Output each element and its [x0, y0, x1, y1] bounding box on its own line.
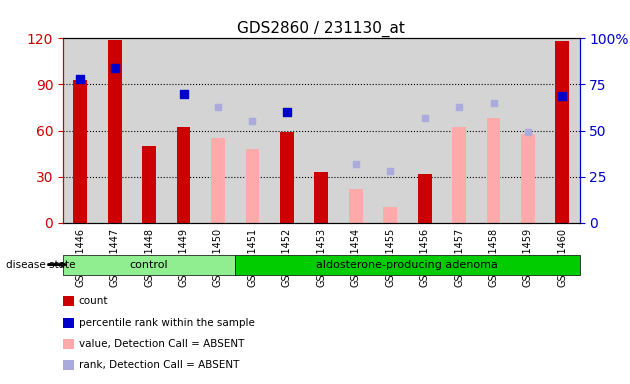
Text: value, Detection Call = ABSENT: value, Detection Call = ABSENT [79, 339, 244, 349]
Point [385, 168, 395, 174]
Point [351, 161, 361, 167]
Point [178, 91, 188, 97]
Point [248, 118, 258, 124]
Bar [142, 146, 156, 223]
Text: count: count [79, 296, 108, 306]
Bar [349, 189, 363, 223]
Bar [108, 40, 122, 223]
Bar [314, 177, 328, 223]
Point [282, 109, 292, 115]
Point [110, 65, 120, 71]
Bar [452, 127, 466, 223]
Title: GDS2860 / 231130_at: GDS2860 / 231130_at [238, 21, 405, 37]
Bar [556, 41, 570, 223]
Point [558, 93, 568, 99]
Text: aldosterone-producing adenoma: aldosterone-producing adenoma [316, 260, 498, 270]
Text: percentile rank within the sample: percentile rank within the sample [79, 318, 255, 328]
Bar [73, 80, 87, 223]
Bar [521, 134, 535, 223]
Point [213, 104, 223, 110]
Bar [383, 207, 397, 223]
Bar [176, 127, 190, 223]
Bar [314, 172, 328, 223]
Bar [211, 138, 225, 223]
Point [523, 129, 533, 136]
Bar [246, 149, 260, 223]
Point [488, 100, 498, 106]
Point [75, 76, 85, 82]
Bar [280, 132, 294, 223]
Point [420, 114, 430, 121]
Point [454, 104, 464, 110]
Bar [486, 118, 500, 223]
Text: disease state: disease state [6, 260, 76, 270]
Text: rank, Detection Call = ABSENT: rank, Detection Call = ABSENT [79, 360, 239, 370]
Text: control: control [130, 260, 168, 270]
Bar [418, 174, 432, 223]
